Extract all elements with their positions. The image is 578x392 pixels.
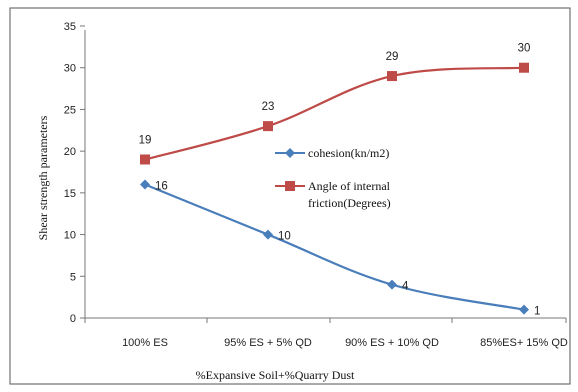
x-tick-label: 100% ES bbox=[122, 337, 168, 349]
series-cohesion-marker bbox=[263, 229, 273, 240]
legend-friction-label: friction(Degrees) bbox=[308, 196, 391, 210]
data-labels: 16 10 4 1 19 23 29 30 bbox=[139, 43, 541, 318]
series-friction-angle-data-label: 19 bbox=[139, 134, 152, 146]
series-cohesion-data-label: 10 bbox=[278, 231, 291, 243]
series-layer bbox=[140, 62, 529, 315]
y-axis-label: Shear strength parameters bbox=[36, 115, 50, 240]
x-axis-label: %Expansive Soil+%Quarry Dust bbox=[196, 368, 355, 382]
series-cohesion-marker bbox=[140, 179, 150, 190]
series-friction-angle-data-label: 29 bbox=[386, 51, 399, 63]
series-cohesion-marker bbox=[387, 279, 397, 290]
series-friction-angle-data-label: 30 bbox=[518, 43, 531, 55]
series-cohesion-data-label: 4 bbox=[402, 281, 409, 293]
y-axis-ticks: 0 5 10 15 20 25 30 35 bbox=[64, 21, 85, 325]
x-tick-label: 95% ES + 5% QD bbox=[224, 337, 312, 349]
y-tick-label: 5 bbox=[70, 271, 76, 283]
y-tick-label: 25 bbox=[64, 104, 76, 116]
y-tick-label: 35 bbox=[64, 21, 76, 33]
legend: cohesion(kn/m2) Angle of internal friction… bbox=[275, 146, 391, 210]
series-friction-angle-marker bbox=[263, 121, 273, 132]
series-cohesion-data-label: 1 bbox=[534, 306, 540, 318]
series-cohesion-marker bbox=[519, 304, 529, 315]
legend-friction-marker bbox=[285, 181, 295, 191]
y-tick-label: 15 bbox=[64, 188, 76, 200]
x-axis-ticks: 100% ES 95% ES + 5% QD 90% ES + 10% QD 85%E… bbox=[84, 318, 568, 349]
legend-friction-label: Angle of internal bbox=[308, 179, 391, 193]
series-friction-angle-marker bbox=[387, 71, 397, 82]
x-tick-label: 90% ES + 10% QD bbox=[345, 337, 439, 349]
legend-cohesion-label: cohesion(kn/m2) bbox=[308, 146, 389, 160]
series-cohesion-line bbox=[144, 183, 525, 311]
series-cohesion-data-label: 16 bbox=[155, 181, 168, 193]
series-friction-angle-data-label: 23 bbox=[262, 101, 275, 113]
y-tick-label: 20 bbox=[64, 146, 76, 158]
series-friction-angle-marker bbox=[519, 62, 529, 73]
x-tick-label: 85%ES+ 15% QD bbox=[480, 337, 568, 349]
y-tick-label: 10 bbox=[64, 230, 76, 242]
series-friction-angle-line bbox=[144, 66, 525, 161]
chart-border bbox=[9, 7, 571, 385]
series-friction-angle-marker bbox=[140, 154, 150, 165]
legend-cohesion-marker bbox=[285, 148, 295, 158]
y-tick-label: 30 bbox=[64, 63, 76, 75]
y-tick-label: 0 bbox=[70, 313, 76, 325]
